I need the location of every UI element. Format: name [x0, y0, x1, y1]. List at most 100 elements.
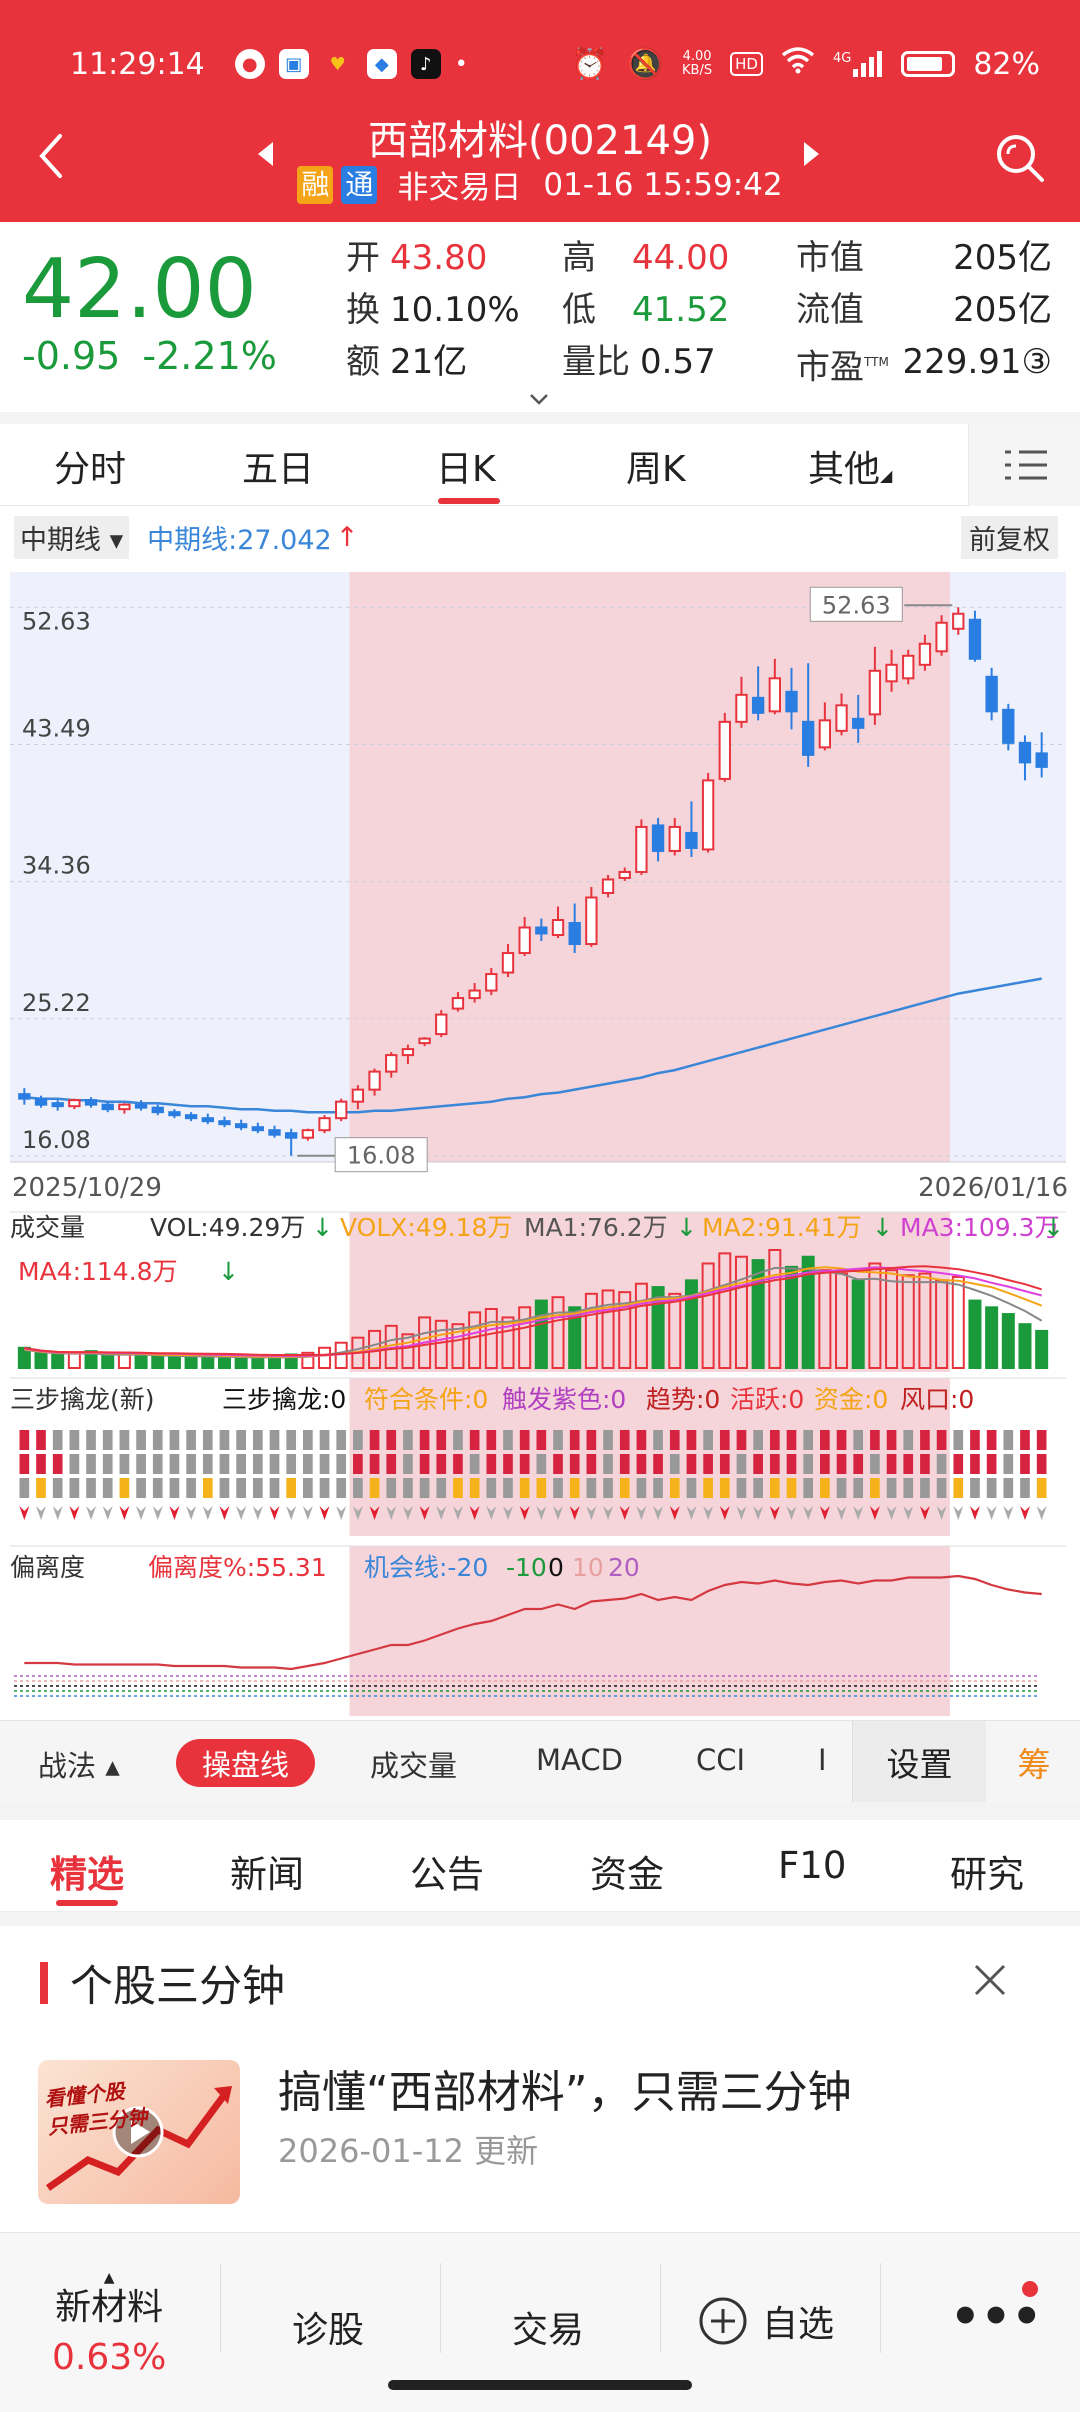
tiktok-icon: ♪ [410, 49, 441, 79]
sanbu-flame-icon [19, 1506, 30, 1520]
kline-chart[interactable]: 52.63 43.49 34.36 25.22 16.08 2025/10/29 2026/… [0, 566, 1080, 1716]
video-title[interactable]: 搞懂“西部材料”，只需三分钟 [278, 2067, 852, 2118]
ma-line-select[interactable]: 中期线 ▾ [14, 516, 130, 559]
x-start-label: 2025/10/29 [12, 1173, 162, 1203]
expand-chevron-icon[interactable] [528, 388, 550, 410]
indicator-macd[interactable]: MACD [536, 1743, 623, 1777]
tab-news[interactable]: 新闻 [230, 1853, 304, 1896]
sanbu-cell-row1 [19, 1430, 30, 1450]
home-indicator[interactable] [388, 2380, 692, 2390]
sanbu-cell-row3 [419, 1478, 430, 1498]
sanbu-cell-row3 [719, 1478, 730, 1498]
indicator-settings-button[interactable]: 设置 [852, 1721, 986, 1803]
add-watchlist-button[interactable]: 自选 [698, 2295, 834, 2347]
tab-weekly-k[interactable]: 周K [626, 449, 686, 490]
indicator-caopanxian[interactable]: 操盘线 [176, 1739, 316, 1787]
search-button[interactable] [992, 130, 1048, 186]
volume-bar [634, 1282, 648, 1370]
volume-bar [701, 1262, 715, 1369]
tab-featured[interactable]: 精选 [50, 1853, 124, 1896]
strategy-select[interactable]: 战法 ▴ [38, 1749, 120, 1783]
chip-distribution-button[interactable]: 筹 [1017, 1745, 1051, 1784]
title-accent-bar [40, 1962, 48, 2004]
candle-body [701, 779, 715, 851]
sanbu-cell-row3 [319, 1478, 330, 1498]
pianli-legend-4: 0 [548, 1553, 564, 1582]
sanbu-cell-row3 [870, 1478, 880, 1498]
indicator-more[interactable]: I [818, 1743, 827, 1777]
volume-legend-2: ↓ [312, 1213, 333, 1242]
sanbu-cell-row3 [403, 1478, 413, 1498]
more-menu-icon[interactable]: ••• [950, 2289, 1043, 2345]
sanbu-cell-row1 [920, 1430, 930, 1450]
hd-icon: HD [730, 52, 763, 76]
sanbu-cell-row1 [286, 1430, 297, 1450]
sanbu-cell-row3 [169, 1478, 180, 1498]
close-icon[interactable] [972, 1962, 1008, 1998]
volume-legend-11: ↓ [218, 1257, 239, 1286]
sanbu-cell-row1 [86, 1430, 96, 1450]
sanbu-cell-row2 [936, 1454, 947, 1474]
chart-settings-menu-button[interactable] [968, 424, 1080, 506]
sanbu-cell-row1 [636, 1430, 647, 1450]
sector-button[interactable]: ▲ 新材料 0.63% [52, 2270, 166, 2383]
indicator-volume[interactable]: 成交量 [370, 1749, 458, 1783]
sanbu-cell-row1 [69, 1430, 80, 1450]
candle-body [335, 1100, 348, 1120]
sanbu-flame-icon [319, 1506, 330, 1520]
diagnose-button[interactable]: 诊股 [292, 2310, 365, 2351]
candle-body [68, 1099, 81, 1108]
sanbu-flame-icon [836, 1506, 847, 1520]
volume-bar [217, 1355, 231, 1370]
tab-five-day[interactable]: 五日 [242, 449, 315, 490]
sanbu-legend-1: 三步擒龙:0 [222, 1385, 346, 1414]
sanbu-flame-icon [986, 1506, 997, 1520]
candle-body [435, 1013, 448, 1036]
sanbu-cell-row2 [619, 1454, 630, 1474]
volume-bar [551, 1296, 565, 1370]
trading-day-status: 非交易日 [397, 170, 522, 206]
candle-body [34, 1097, 48, 1106]
prev-stock-arrow-icon[interactable] [258, 142, 273, 166]
market-cap: 205亿 [953, 238, 1052, 278]
pianli-legend-5: 10 [572, 1553, 604, 1582]
tab-f10[interactable]: F10 [778, 1844, 847, 1887]
candle-body [268, 1129, 281, 1136]
sanbu-cell-row3 [736, 1478, 747, 1498]
volume-legend-4: MA1:76.2万 [524, 1213, 668, 1242]
tab-announcements[interactable]: 公告 [410, 1853, 484, 1896]
sanbu-cell-row1 [369, 1430, 380, 1450]
sanbu-cell-row2 [1036, 1454, 1047, 1474]
highlight-range-1 [349, 1212, 950, 1372]
sanbu-cell-row3 [102, 1478, 113, 1498]
tab-other[interactable]: 其他◢ [808, 449, 893, 490]
sanbu-cell-row2 [169, 1454, 180, 1474]
volume-bar [985, 1306, 999, 1369]
volume-bar [184, 1355, 198, 1370]
candle-body [868, 669, 882, 716]
indicator-cci[interactable]: CCI [696, 1743, 746, 1777]
tab-daily-k[interactable]: 日K [436, 449, 496, 490]
trade-button[interactable]: 交易 [512, 2310, 585, 2351]
next-stock-arrow-icon[interactable] [804, 142, 819, 166]
sanbu-flame-icon [386, 1506, 397, 1520]
sanbu-cell-row3 [886, 1478, 897, 1498]
back-button[interactable] [30, 128, 78, 184]
tab-intraday[interactable]: 分时 [54, 449, 127, 490]
ma-mid-line [24, 977, 1042, 1114]
tab-research[interactable]: 研究 [950, 1853, 1024, 1896]
tab-funds[interactable]: 资金 [590, 1853, 664, 1896]
video-thumbnail[interactable]: 看懂个股 只需三分钟 [38, 2060, 240, 2204]
sanbu-cell-row3 [36, 1478, 46, 1498]
sanbu-legend-5: 活跃:0 [730, 1385, 804, 1414]
caret-up-icon: ▲ [103, 2270, 115, 2286]
sanbu-cell-row1 [853, 1430, 864, 1450]
sanbu-cell-row1 [336, 1430, 347, 1450]
candle-body [134, 1103, 148, 1109]
thumbnail-caption: 看懂个股 只需三分钟 [43, 2079, 149, 2140]
adjust-mode-button[interactable]: 前复权 [961, 516, 1058, 559]
volume-bar [1035, 1329, 1049, 1370]
volume-legend-0: 成交量 [10, 1213, 85, 1242]
battery-icon [901, 51, 956, 77]
quote-panel[interactable]: 42.00 -0.95 -2.21% 开 43.80 换 10.10% 额 21亿 高… [0, 222, 1080, 412]
